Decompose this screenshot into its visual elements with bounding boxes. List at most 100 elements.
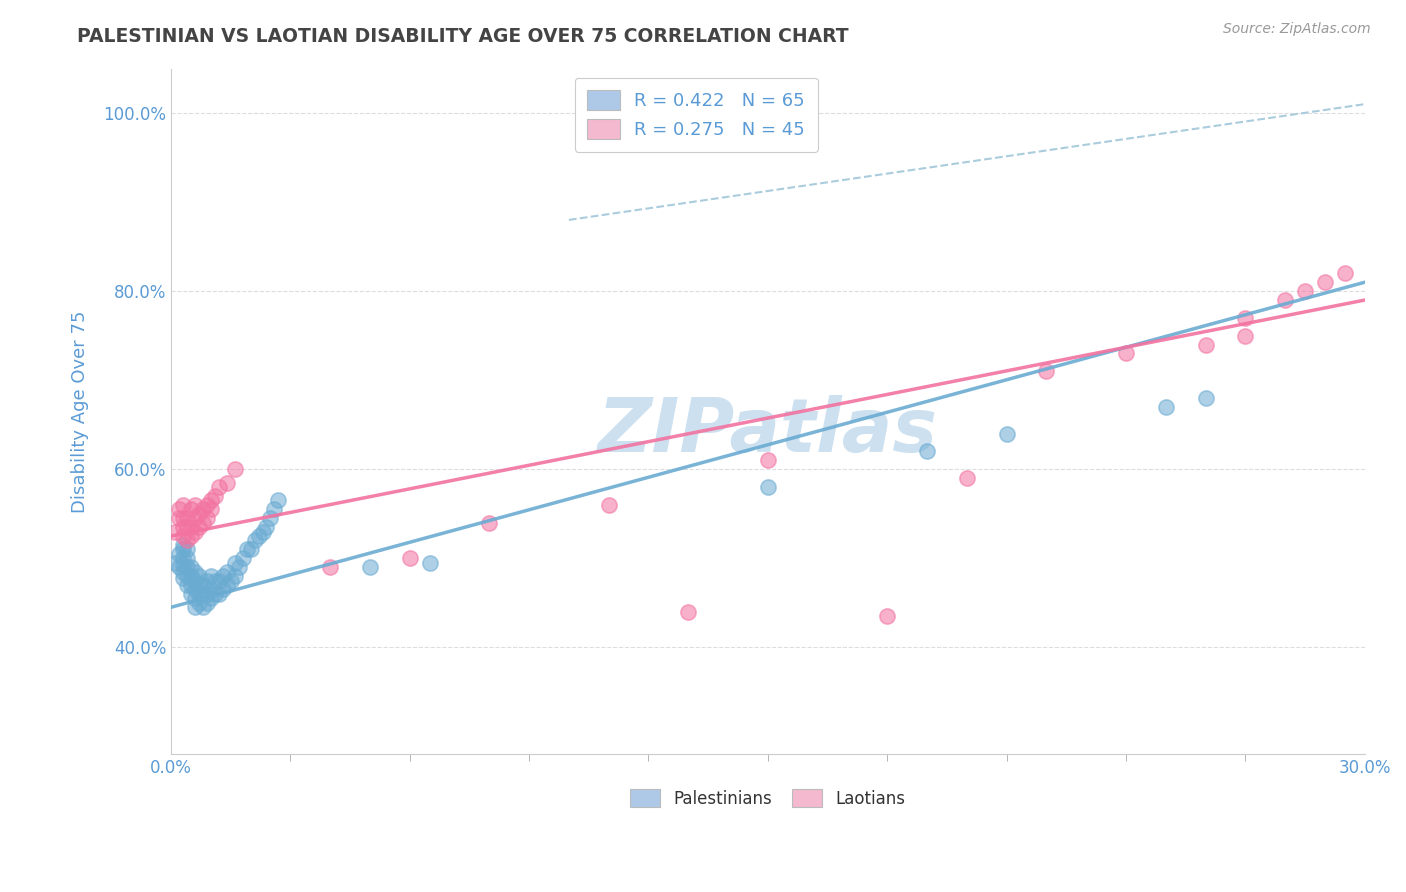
Point — [184, 582, 207, 597]
Point — [167, 560, 190, 574]
Point — [176, 551, 198, 566]
Point — [180, 560, 202, 574]
Point — [215, 475, 238, 490]
Point — [208, 574, 231, 588]
Point — [228, 560, 250, 574]
Point — [1234, 310, 1257, 325]
Point — [180, 569, 202, 583]
Point — [211, 569, 233, 583]
Point — [1154, 400, 1177, 414]
Point — [172, 565, 194, 579]
Point — [1194, 391, 1216, 405]
Point — [172, 542, 194, 557]
Point — [167, 547, 190, 561]
Point — [1294, 284, 1316, 298]
Point — [176, 560, 198, 574]
Point — [172, 498, 194, 512]
Point — [184, 498, 207, 512]
Point — [256, 520, 278, 534]
Point — [176, 542, 198, 557]
Point — [187, 520, 209, 534]
Point — [319, 560, 342, 574]
Point — [172, 551, 194, 566]
Point — [678, 605, 700, 619]
Point — [1334, 266, 1357, 280]
Point — [235, 542, 257, 557]
Point — [204, 574, 226, 588]
Point — [1035, 364, 1057, 378]
Point — [172, 511, 194, 525]
Point — [419, 556, 441, 570]
Point — [180, 578, 202, 592]
Point — [172, 571, 194, 585]
Point — [204, 587, 226, 601]
Point — [756, 453, 779, 467]
Point — [195, 498, 218, 512]
Point — [1234, 328, 1257, 343]
Point — [876, 609, 898, 624]
Point — [995, 426, 1018, 441]
Text: Source: ZipAtlas.com: Source: ZipAtlas.com — [1223, 22, 1371, 37]
Point — [187, 507, 209, 521]
Legend: Palestinians, Laotians: Palestinians, Laotians — [623, 782, 912, 814]
Point — [1115, 346, 1137, 360]
Y-axis label: Disability Age Over 75: Disability Age Over 75 — [72, 310, 89, 513]
Point — [239, 542, 262, 557]
Point — [172, 520, 194, 534]
Point — [478, 516, 501, 530]
Point — [176, 511, 198, 525]
Point — [224, 569, 246, 583]
Point — [195, 511, 218, 525]
Point — [176, 520, 198, 534]
Point — [211, 582, 233, 597]
Point — [187, 569, 209, 583]
Point — [176, 569, 198, 583]
Point — [200, 502, 222, 516]
Point — [187, 596, 209, 610]
Point — [263, 502, 285, 516]
Point — [191, 578, 214, 592]
Point — [187, 587, 209, 601]
Point — [195, 587, 218, 601]
Point — [184, 574, 207, 588]
Point — [598, 498, 620, 512]
Point — [956, 471, 979, 485]
Point — [172, 529, 194, 543]
Point — [172, 538, 194, 552]
Point — [184, 565, 207, 579]
Point — [176, 533, 198, 548]
Point — [172, 558, 194, 573]
Point — [267, 493, 290, 508]
Point — [219, 574, 242, 588]
Point — [167, 511, 190, 525]
Point — [180, 502, 202, 516]
Point — [756, 480, 779, 494]
Point — [1194, 337, 1216, 351]
Point — [184, 600, 207, 615]
Point — [259, 511, 281, 525]
Point — [184, 511, 207, 525]
Point — [180, 520, 202, 534]
Point — [247, 529, 270, 543]
Point — [252, 524, 274, 539]
Point — [1274, 293, 1296, 307]
Point — [195, 596, 218, 610]
Point — [208, 480, 231, 494]
Point — [1313, 275, 1336, 289]
Point — [195, 574, 218, 588]
Point — [204, 489, 226, 503]
Point — [200, 582, 222, 597]
Point — [243, 533, 266, 548]
Point — [184, 591, 207, 606]
Point — [215, 578, 238, 592]
Text: ZIPatlas: ZIPatlas — [598, 395, 938, 468]
Point — [184, 524, 207, 539]
Point — [167, 502, 190, 516]
Point — [215, 565, 238, 579]
Point — [163, 524, 186, 539]
Point — [224, 462, 246, 476]
Point — [191, 516, 214, 530]
Point — [398, 551, 420, 566]
Point — [191, 587, 214, 601]
Point — [176, 578, 198, 592]
